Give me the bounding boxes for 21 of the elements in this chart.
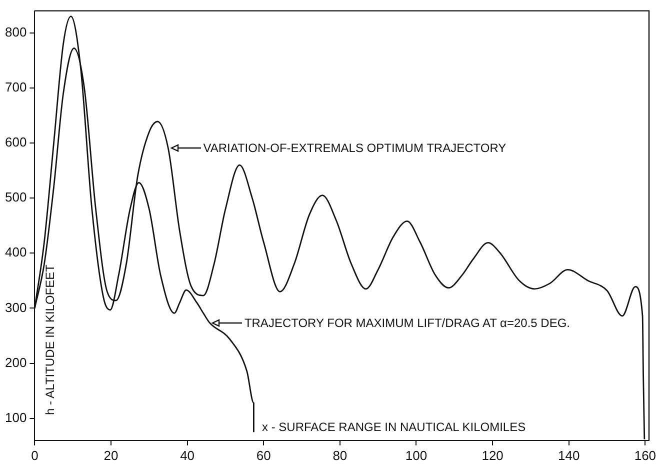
x-axis-title: x - SURFACE RANGE IN NAUTICAL KILOMILES: [262, 420, 526, 434]
x-tick-label: 120: [482, 448, 504, 463]
y-tick-label: 400: [4, 244, 27, 260]
y-tick-label: 600: [4, 134, 27, 150]
x-tick-label: 160: [634, 448, 656, 463]
y-tick-label: 200: [4, 354, 27, 370]
x-tick-label: 20: [104, 448, 118, 463]
x-tick-label: 80: [332, 448, 348, 463]
y-tick-label: 800: [4, 24, 27, 40]
x-tick-label: 40: [180, 448, 195, 463]
x-tick-label: 140: [558, 448, 580, 463]
legend-label: VARIATION-OF-EXTREMALS OPTIMUM TRAJECTORY: [203, 141, 506, 156]
x-tick-label: 60: [256, 448, 271, 463]
y-tick-label: 500: [4, 190, 27, 205]
x-tick-label: 100: [405, 448, 428, 463]
y-tick-label: 700: [4, 79, 27, 94]
y-axis-title: h - ALTITUDE IN KILOFEET: [42, 264, 57, 415]
legend-label: TRAJECTORY FOR MAXIMUM LIFT/DRAG AT α=20.5 DEG.: [244, 316, 570, 330]
x-tick-label: 0: [31, 448, 38, 463]
y-tick-label: 300: [4, 300, 27, 315]
y-tick-label: 100: [4, 410, 27, 425]
